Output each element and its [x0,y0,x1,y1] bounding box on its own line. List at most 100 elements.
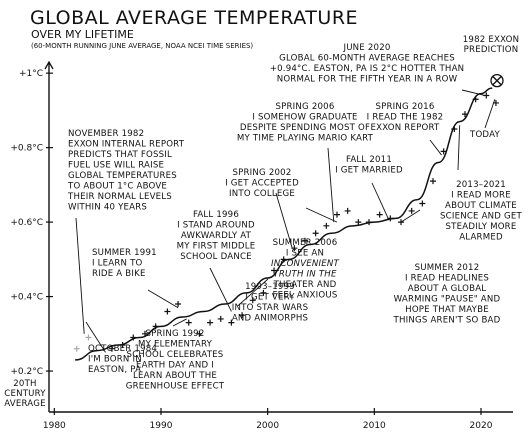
axes: +0.2°C +0.4°C +0.6°C +0.8°C +1°C 1980 1990 2000… [4,60,513,431]
annotation-line: JUNE 2020 [342,43,390,53]
data-point [355,219,362,226]
annotation-line: LEARN ABOUT THE [133,371,217,381]
annotation-leader [327,147,335,223]
data-point [323,222,330,229]
annotation-line: ABOUT CLIMATE [445,201,517,211]
data-point [207,319,214,326]
annotation-line: MY TIME PLAYING MARIO KART [237,134,374,144]
annotation-leader [457,125,461,171]
annotation-line: MY ELEMENTARY [138,340,213,350]
annotation-line: EXXON REPORT [371,123,440,133]
data-point [408,207,415,214]
annotation-leader [275,192,293,249]
data-point [130,334,137,341]
annotation-line: WITHIN 40 YEARS [68,203,147,213]
annotation-line: SCHOOL DANCE [180,252,252,262]
annotation-line: +0.94°C. EASTON, PA IS 2°C HOTTER THAN [270,64,465,74]
x-tick-label: 2020 [470,421,493,431]
annotation-line: WARMING "PAUSE" AND [394,295,501,305]
annotation-line: I LEARN TO [92,259,143,269]
data-point [366,219,372,226]
data-point [312,230,319,237]
annotation-line: SUMMER 2006 [273,238,338,248]
annotation-leader [209,267,232,312]
annotation-line: OCTOBER 1984 [88,344,157,354]
annotation-line: FALL 1996 [193,210,239,220]
y-axis-arrow [44,60,54,70]
annotation-line: TODAY [469,130,500,140]
annotation-line: SUMMER 1991 [92,248,157,258]
data-point [344,207,351,214]
annotation-line: AWKWARDLY AT [181,231,252,241]
annotation-line: 2013–2021 [456,180,506,190]
annotation-line: HOPE THAT MAYBE [405,305,489,315]
annotation-line: GLOBAL 60-MONTH AVERAGE REACHES [279,54,455,64]
annotation-line: SCIENCE AND GET [440,212,523,222]
annotation-line: SPRING 1992 [145,329,204,339]
annotation-today: TODAY [469,99,500,140]
data-point [85,334,92,341]
y-tick-label: +0.6°C [10,218,43,228]
trend-line [74,87,493,361]
annotation-line: EASTON, PA [88,365,141,375]
annotation-leader [172,318,187,327]
chart-title: GLOBAL AVERAGE TEMPERATURE [30,7,358,29]
baseline-label: 20TH [13,379,36,389]
data-point [430,178,436,185]
annotation-line: I READ MORE [451,191,511,201]
x-tick-label: 2000 [256,421,279,431]
annotation-line: ALARMED [459,233,503,243]
data-point [472,96,479,103]
annotation-line: GLOBAL TEMPERATURES [68,171,177,181]
annotation-line: FEEL ANXIOUS [273,291,338,301]
annotation-line: SPRING 2016 [375,102,434,112]
data-point [164,308,171,315]
data-point [302,237,308,244]
data-point [280,256,287,263]
annotation-line: MY FIRST MIDDLE [177,242,256,252]
data-point [249,297,256,304]
annotation-line: TO ABOUT 1°C ABOVE [67,182,167,192]
annotation-line: INTO STAR WARS [232,303,308,313]
baseline-label: AVERAGE [4,399,45,409]
annotation-leader [75,217,85,334]
prediction-label: PREDICTION [464,45,519,55]
prediction-label: 1982 EXXON [463,35,519,45]
annotation-line: TRUTH IN THE [273,270,337,280]
data-point [387,215,394,222]
annotation-line: INTO COLLEGE [229,189,295,199]
prediction-cross [492,76,502,86]
data-point [376,211,383,218]
annotation-line: SUMMER 2012 [415,263,480,273]
data-point [217,315,224,322]
prediction-marker [490,73,504,88]
chart-subtitle: OVER MY LIFETIME [31,28,134,41]
annotation-line: INCONVENIENT [271,259,339,269]
chart-subsubtitle: (60-MONTH RUNNING JUNE AVERAGE, NOAA NCE… [31,42,253,50]
data-point [228,319,235,326]
annotation-line: ABOUT A GLOBAL [408,284,487,294]
data-point [185,319,192,326]
annotation-line: STEADILY MORE [446,222,517,232]
data-point [451,126,458,133]
data-point [291,245,298,252]
annotation-line: NOVEMBER 1982 [68,129,144,139]
annotation-line: THEATER AND [273,280,337,290]
y-tick-label: +0.4°C [10,293,43,303]
annotation-line: THEIR NORMAL LEVELS [67,192,172,202]
data-point [239,312,246,319]
data-point [152,323,159,330]
data-point [196,330,203,337]
annotation-line: THINGS AREN'T SO BAD [393,316,501,326]
